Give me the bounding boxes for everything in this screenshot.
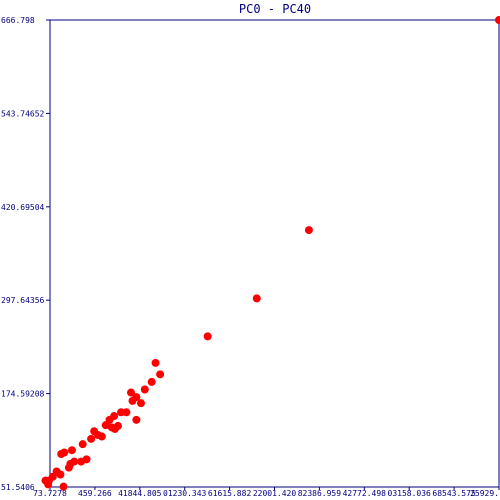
scatter-point bbox=[156, 370, 165, 379]
y-tick-label: 543.74652 bbox=[1, 109, 45, 118]
scatter-point bbox=[82, 455, 91, 464]
x-tick-label: 22001.420 bbox=[253, 489, 297, 498]
scatter-point bbox=[97, 432, 106, 441]
x-tick-label: 459.266 bbox=[78, 489, 112, 498]
scatter-point bbox=[126, 388, 135, 397]
scatter-point bbox=[495, 16, 500, 24]
scatter-point bbox=[147, 377, 156, 386]
y-tick-label: 666.798 bbox=[1, 16, 35, 25]
scatter-point bbox=[67, 446, 76, 455]
x-tick-label: 03158.036 bbox=[388, 489, 432, 498]
scatter-point bbox=[78, 440, 87, 449]
y-tick-label: 174.59208 bbox=[1, 390, 45, 399]
scatter-point bbox=[70, 457, 79, 466]
scatter-point bbox=[132, 393, 141, 402]
scatter-point bbox=[132, 415, 141, 424]
x-tick-label: 82386.959 bbox=[298, 489, 342, 498]
scatter-point bbox=[136, 399, 145, 408]
scatter-point bbox=[304, 226, 313, 235]
scatter-point bbox=[140, 385, 149, 394]
scatter-point bbox=[44, 480, 53, 489]
y-tick-label: 297.64356 bbox=[1, 296, 45, 305]
scatter-point bbox=[252, 294, 261, 303]
scatter-point bbox=[122, 408, 131, 417]
data-points bbox=[41, 16, 500, 491]
y-tick-label: 51.5406 bbox=[1, 483, 35, 492]
scatter-point bbox=[110, 412, 119, 421]
x-tick-label: 01230.343 bbox=[163, 489, 207, 498]
x-tick-label: 61615.882 bbox=[208, 489, 252, 498]
x-tick-label: 73.7278 bbox=[33, 489, 67, 498]
scatter-point bbox=[87, 434, 96, 443]
x-tick-label: 68543.575 bbox=[432, 489, 476, 498]
x-axis-ticks: 73.7278 459.266 41844.805 01230.343 61615.88… bbox=[33, 487, 500, 498]
x-tick-label: 25929. bbox=[470, 489, 499, 498]
scatter-point bbox=[203, 332, 212, 341]
scatter-point bbox=[59, 482, 68, 491]
scatter-point bbox=[151, 358, 160, 367]
y-tick-label: 420.69504 bbox=[1, 203, 45, 212]
scatter-point bbox=[57, 450, 66, 459]
scatter-point bbox=[52, 467, 61, 476]
scatter-point bbox=[113, 421, 122, 430]
x-tick-label: 42772.498 bbox=[343, 489, 387, 498]
chart-title: PC0 - PC40 bbox=[239, 2, 311, 16]
x-tick-label: 41844.805 bbox=[118, 489, 162, 498]
y-axis-ticks: 666.798 543.74652 420.69504 297.64356 174.59… bbox=[1, 16, 50, 492]
